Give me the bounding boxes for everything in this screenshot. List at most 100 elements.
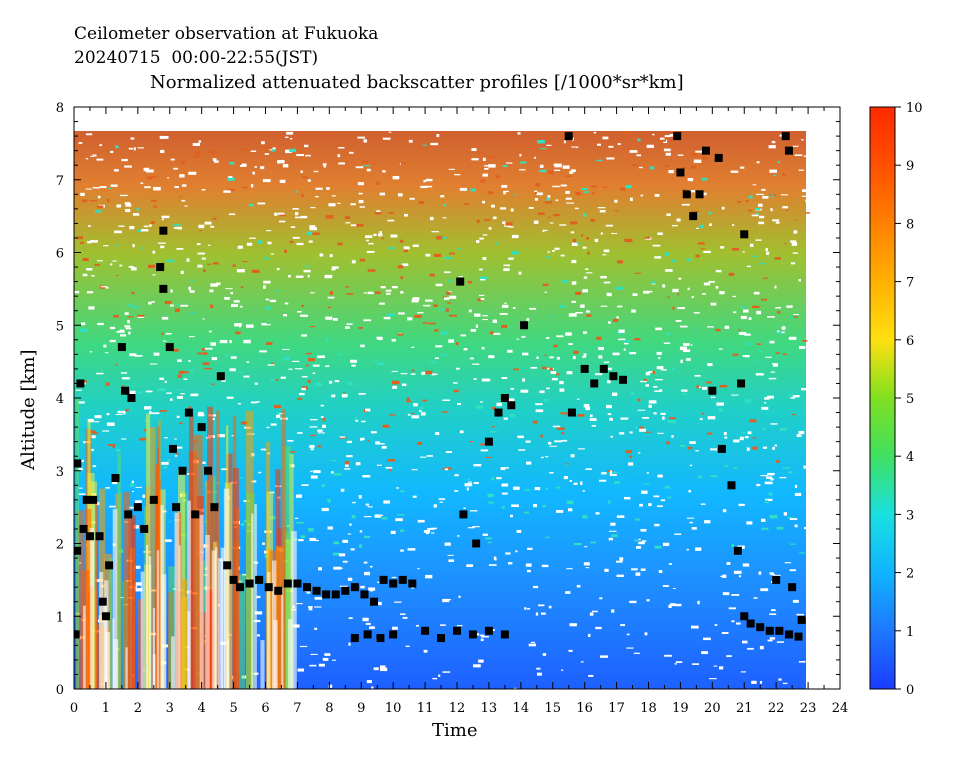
speckle — [164, 380, 167, 384]
speckle — [250, 150, 257, 152]
speckle — [423, 529, 431, 533]
x-tick-label: 11 — [417, 701, 434, 716]
speckle — [90, 448, 94, 452]
speckle — [708, 211, 712, 215]
cloud-base-point — [133, 503, 142, 512]
speckle — [675, 661, 683, 663]
speckle — [556, 335, 564, 338]
speckle — [505, 222, 513, 226]
speckle — [468, 527, 475, 529]
speckle — [598, 346, 604, 351]
speckle — [556, 486, 561, 489]
speckle — [389, 468, 392, 472]
speckle — [756, 483, 761, 487]
plume-gap — [161, 574, 167, 689]
speckle — [274, 404, 281, 409]
speckle — [552, 425, 561, 428]
speckle — [478, 294, 485, 297]
speckle — [519, 169, 526, 171]
speckle — [633, 652, 640, 654]
speckle — [471, 148, 477, 152]
speckle — [429, 361, 437, 364]
speckle — [765, 248, 768, 252]
speckle — [585, 406, 591, 411]
speckle — [375, 441, 380, 445]
speckle — [743, 309, 749, 313]
speckle — [106, 422, 115, 426]
speckle — [643, 379, 647, 381]
speckle — [603, 361, 610, 363]
speckle — [176, 446, 183, 449]
speckle — [682, 349, 691, 353]
speckle — [784, 243, 787, 245]
speckle — [298, 539, 304, 542]
speckle — [744, 355, 750, 358]
speckle — [553, 344, 558, 348]
speckle — [572, 355, 576, 360]
colorbar-tick-label: 9 — [906, 159, 914, 174]
x-tick-label: 19 — [672, 701, 689, 716]
speckle — [526, 318, 530, 321]
speckle — [425, 370, 433, 375]
speckle — [473, 664, 481, 668]
speckle — [237, 402, 241, 405]
speckle — [432, 677, 438, 680]
speckle — [765, 356, 772, 358]
speckle — [208, 330, 212, 333]
speckle — [391, 576, 397, 579]
speckle — [674, 603, 682, 607]
speckle — [114, 230, 122, 234]
speckle — [501, 483, 509, 487]
speckle — [352, 501, 356, 504]
speckle — [373, 667, 379, 671]
speckle — [364, 535, 371, 539]
speckle — [697, 242, 705, 245]
speckle — [102, 430, 110, 432]
speckle — [563, 476, 569, 480]
speckle — [662, 585, 669, 587]
speckle — [161, 316, 169, 320]
speckle — [653, 386, 658, 388]
speckle — [417, 519, 425, 523]
speckle — [741, 432, 746, 434]
speckle — [552, 185, 560, 188]
speckle — [164, 437, 168, 439]
speckle — [339, 436, 346, 438]
speckle — [640, 568, 646, 572]
speckle — [596, 143, 601, 146]
speckle — [370, 431, 377, 434]
speckle — [626, 647, 634, 649]
speckle — [90, 155, 95, 157]
title-line-2: 20240715 00:00-22:55(JST) — [74, 48, 319, 68]
speckle — [592, 192, 595, 195]
speckle — [360, 439, 363, 441]
speckle — [251, 269, 260, 273]
speckle — [549, 222, 554, 224]
speckle — [616, 515, 625, 518]
cloud-base-points — [74, 132, 806, 643]
speckle — [385, 466, 393, 469]
speckle — [444, 542, 451, 546]
speckle — [553, 213, 560, 217]
speckle — [150, 221, 155, 224]
speckle — [470, 328, 477, 332]
speckle — [400, 490, 405, 493]
speckle — [748, 195, 753, 199]
speckle — [479, 237, 484, 240]
speckle — [513, 486, 520, 490]
speckle — [700, 248, 706, 250]
speckle — [575, 312, 583, 314]
speckle — [390, 530, 396, 535]
speckle — [687, 446, 693, 450]
speckle — [742, 306, 746, 309]
speckle — [534, 487, 541, 491]
cloud-base-point — [350, 583, 359, 592]
speckle — [620, 624, 626, 627]
speckle — [630, 197, 633, 201]
cloud-base-point — [111, 474, 120, 483]
speckle — [112, 481, 118, 485]
speckle — [706, 432, 713, 435]
speckle — [305, 265, 310, 267]
speckle — [351, 260, 356, 264]
